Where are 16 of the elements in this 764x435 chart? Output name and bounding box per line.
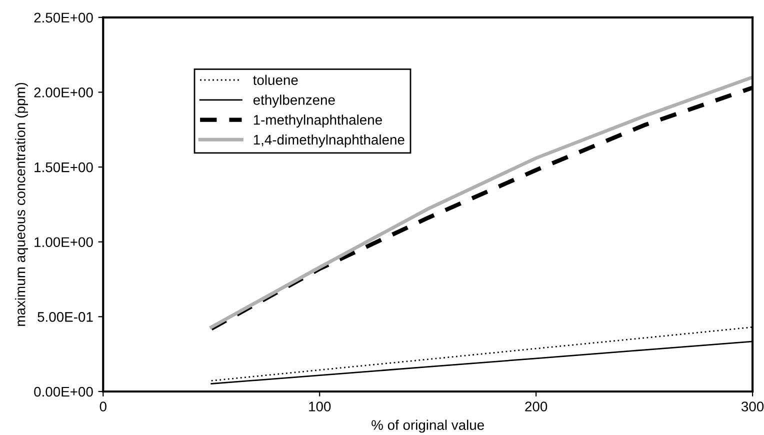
- y-tick-label: 2.50E+00: [34, 12, 93, 23]
- x-tick-label: 100: [309, 402, 331, 412]
- y-tick-label: 1.50E+00: [34, 162, 93, 172]
- x-tick-label: 200: [525, 402, 548, 412]
- legend-label: 1,4-dimethylnaphthalene: [254, 134, 404, 148]
- legend-label: 1-methylnaphthalene: [254, 114, 382, 128]
- legend-label: toluene: [253, 74, 298, 85]
- y-tick-label: 2.00E+00: [34, 88, 93, 98]
- y-tick-label: 5.00E-01: [38, 312, 93, 322]
- y-tick-label: 1.00E+00: [34, 237, 93, 248]
- x-tick-label: 300: [741, 402, 764, 412]
- x-axis-title: % of original value: [372, 420, 484, 433]
- y-axis-title: maximum aqueous concentration (ppm): [15, 82, 28, 326]
- x-tick-label: 0: [100, 402, 106, 412]
- y-tick-label: 0.00E+00: [34, 386, 93, 397]
- legend-label: ethylbenzene: [253, 94, 335, 108]
